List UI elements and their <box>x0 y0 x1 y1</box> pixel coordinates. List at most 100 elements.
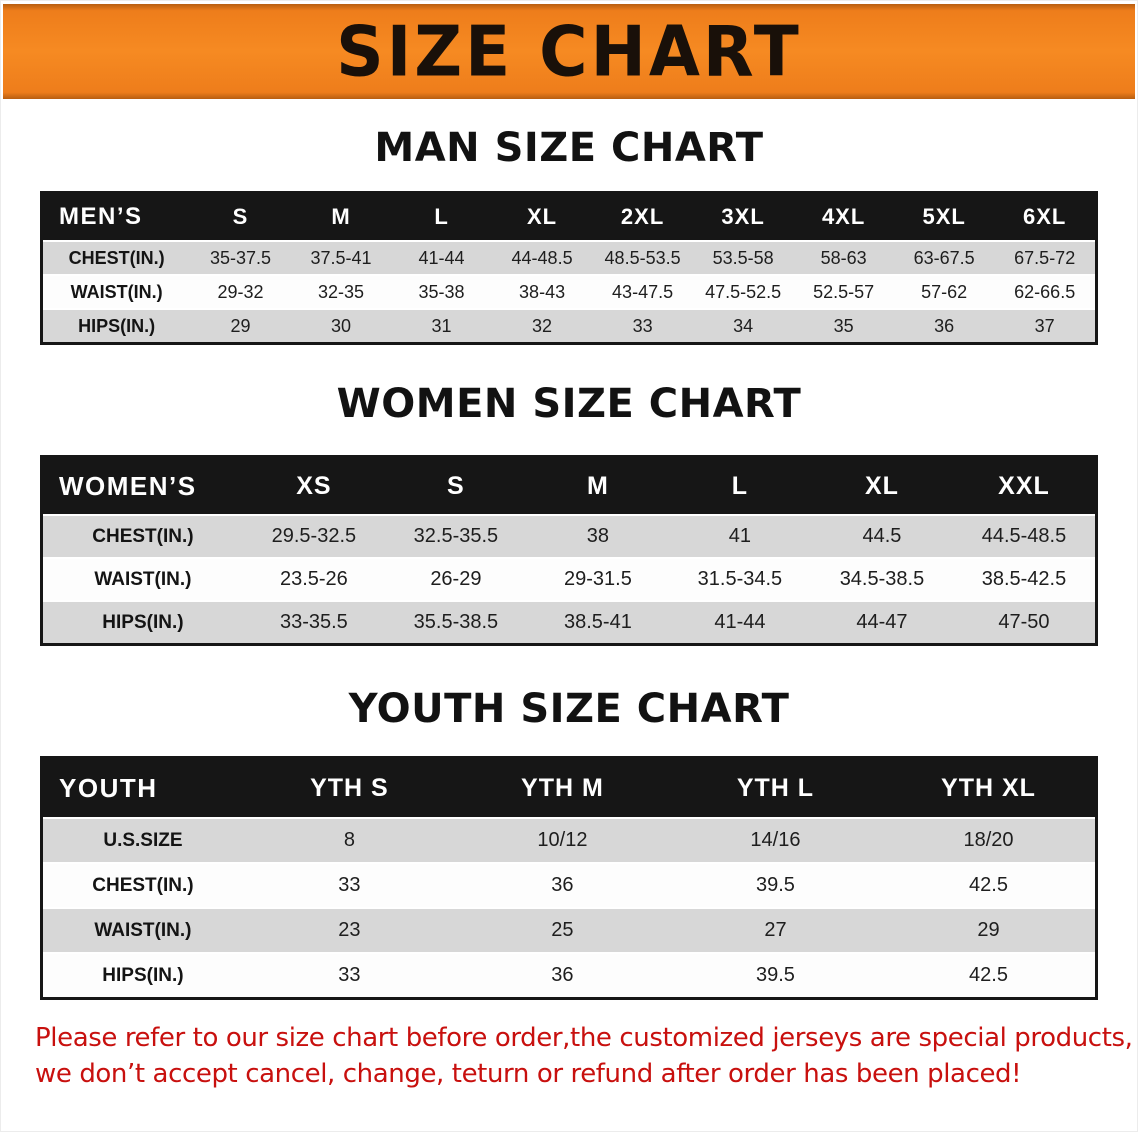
disclaimer-text: Please refer to our size chart before or… <box>1 1020 1137 1092</box>
table-row: CHEST(IN.) 35-37.5 37.5-41 41-44 44-48.5 48.5… <box>43 240 1095 274</box>
table-row: WAIST(IN.) 29-32 32-35 35-38 38-43 43-47.5 47.… <box>43 274 1095 308</box>
size-value-cell: 43-47.5 <box>592 274 693 308</box>
size-value-cell: 29-32 <box>190 274 291 308</box>
table-row: WAIST(IN.) 23.5-26 26-29 29-31.5 31.5-34.5 34… <box>43 557 1095 600</box>
table-title-cell: WOMEN’S <box>59 470 197 501</box>
size-value-cell: 30 <box>290 308 392 342</box>
size-value-cell: 36 <box>455 862 669 907</box>
size-header-cell: 4XL <box>821 204 866 229</box>
size-value-cell: 29 <box>881 907 1095 952</box>
size-value-cell: 47-50 <box>952 600 1095 643</box>
size-value-cell: 14/16 <box>668 817 882 862</box>
row-label-cell: WAIST(IN.) <box>43 907 243 952</box>
size-value-cell: 34 <box>692 308 794 342</box>
size-value-cell: 33-35.5 <box>242 600 385 643</box>
disclaimer-line-2: we don’t accept cancel, change, teturn o… <box>35 1059 1022 1089</box>
row-label-cell: CHEST(IN.) <box>43 240 191 274</box>
table-row: CHEST(IN.) 29.5-32.5 32.5-35.5 38 41 44.5 44.5… <box>43 514 1095 557</box>
size-value-cell: 8 <box>242 817 456 862</box>
size-value-cell: 33 <box>592 308 693 342</box>
size-value-cell: 10/12 <box>455 817 669 862</box>
size-header-cell: XS <box>296 471 332 500</box>
row-label-cell: U.S.SIZE <box>43 817 243 862</box>
size-header-cell: YTH M <box>521 773 604 802</box>
size-value-cell: 29 <box>190 308 291 342</box>
women-section-heading: WOMEN SIZE CHART <box>336 381 802 427</box>
size-value-cell: 44.5 <box>810 514 953 557</box>
row-label-cell: HIPS(IN.) <box>43 308 191 342</box>
size-value-cell: 37 <box>994 308 1095 342</box>
size-value-cell: 33 <box>242 862 456 907</box>
size-header-cell: XXL <box>998 471 1050 500</box>
disclaimer-line-1: Please refer to our size chart before or… <box>35 1023 1133 1053</box>
size-value-cell: 52.5-57 <box>793 274 894 308</box>
youth-size-section: YOUTH SIZE CHART YOUTH YTH S YTH M YTH L YTH… <box>1 686 1137 1000</box>
youth-size-table: YOUTH YTH S YTH M YTH L YTH XL U.S.SIZE 8 10/12… <box>40 756 1098 1000</box>
row-label-cell: WAIST(IN.) <box>43 557 243 600</box>
size-value-cell: 41 <box>668 514 811 557</box>
size-value-cell: 62-66.5 <box>994 274 1095 308</box>
size-header-cell: 6XL <box>1023 204 1067 229</box>
table-header-row: YOUTH YTH S YTH M YTH L YTH XL <box>43 759 1095 817</box>
size-value-cell: 23 <box>242 907 456 952</box>
size-value-cell: 41-44 <box>391 240 492 274</box>
size-header-cell: YTH XL <box>941 773 1036 802</box>
size-value-cell: 38.5-42.5 <box>952 557 1095 600</box>
size-value-cell: 36 <box>893 308 995 342</box>
size-value-cell: 39.5 <box>668 952 882 997</box>
size-value-cell: 53.5-58 <box>692 240 794 274</box>
table-row: WAIST(IN.) 23 25 27 29 <box>43 907 1095 952</box>
page-title: SIZE CHART <box>336 10 802 93</box>
size-value-cell: 47.5-52.5 <box>692 274 794 308</box>
row-label-cell: HIPS(IN.) <box>43 952 243 997</box>
size-value-cell: 44-47 <box>810 600 953 643</box>
row-label-cell: CHEST(IN.) <box>43 514 243 557</box>
size-value-cell: 44.5-48.5 <box>952 514 1095 557</box>
size-value-cell: 35 <box>793 308 894 342</box>
size-value-cell: 38-43 <box>491 274 593 308</box>
size-header-cell: S <box>232 204 249 229</box>
table-title-cell: MEN’S <box>59 203 143 230</box>
size-header-cell: M <box>331 204 351 229</box>
size-header-cell: XL <box>527 204 558 229</box>
size-value-cell: 18/20 <box>881 817 1095 862</box>
size-value-cell: 57-62 <box>893 274 995 308</box>
size-header-cell: 3XL <box>721 204 765 229</box>
table-row: HIPS(IN.) 29 30 31 32 33 34 35 36 37 <box>43 308 1095 342</box>
size-value-cell: 33 <box>242 952 456 997</box>
man-size-section: MAN SIZE CHART MEN’S S M L XL 2XL 3XL 4XL 5XL 6XL… <box>1 125 1137 345</box>
womens-size-table: WOMEN’S XS S M L XL XXL CHEST(IN.) 29.5-32.5 32.5… <box>40 455 1098 646</box>
size-value-cell: 23.5-26 <box>242 557 385 600</box>
size-value-cell: 42.5 <box>881 952 1095 997</box>
size-value-cell: 38 <box>526 514 669 557</box>
size-header-cell: 5XL <box>922 204 966 229</box>
size-value-cell: 44-48.5 <box>491 240 593 274</box>
table-header-row: WOMEN’S XS S M L XL XXL <box>43 458 1095 514</box>
size-value-cell: 35.5-38.5 <box>384 600 527 643</box>
size-value-cell: 35-37.5 <box>190 240 291 274</box>
size-value-cell: 58-63 <box>793 240 894 274</box>
row-label-cell: HIPS(IN.) <box>43 600 243 643</box>
size-value-cell: 36 <box>455 952 669 997</box>
size-value-cell: 63-67.5 <box>893 240 995 274</box>
size-header-cell: 2XL <box>620 204 665 229</box>
size-value-cell: 32 <box>491 308 593 342</box>
size-value-cell: 25 <box>455 907 669 952</box>
table-row: CHEST(IN.) 33 36 39.5 42.5 <box>43 862 1095 907</box>
size-header-cell: YTH S <box>310 773 389 802</box>
size-value-cell: 27 <box>668 907 882 952</box>
row-label-cell: WAIST(IN.) <box>43 274 191 308</box>
size-value-cell: 31.5-34.5 <box>668 557 811 600</box>
size-value-cell: 48.5-53.5 <box>592 240 693 274</box>
size-value-cell: 38.5-41 <box>526 600 669 643</box>
size-header-cell: S <box>447 471 465 500</box>
women-size-section: WOMEN SIZE CHART WOMEN’S XS S M L XL XXL CHEST(… <box>1 381 1137 646</box>
size-value-cell: 34.5-38.5 <box>810 557 953 600</box>
size-value-cell: 29-31.5 <box>526 557 669 600</box>
size-header-cell: M <box>587 471 609 500</box>
size-value-cell: 37.5-41 <box>290 240 392 274</box>
title-banner: SIZE CHART <box>3 4 1135 99</box>
size-value-cell: 31 <box>391 308 492 342</box>
size-header-cell: L <box>434 204 449 229</box>
size-value-cell: 26-29 <box>384 557 527 600</box>
